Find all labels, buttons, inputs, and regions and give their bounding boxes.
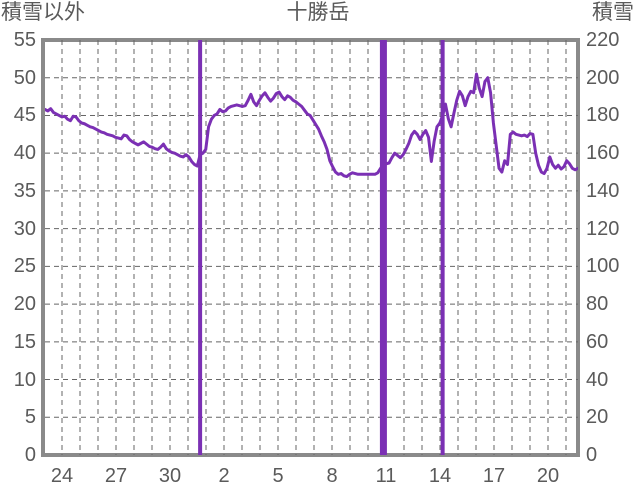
left-axis-tick-10: 10 (13, 368, 36, 391)
right-axis-tick-100: 100 (586, 255, 620, 278)
x-axis-tick-labels: 24 27 30 2 5 8 11 14 17 20 (0, 466, 636, 496)
right-axis-tick-200: 200 (586, 66, 620, 89)
x-axis-tick-2: 30 (158, 465, 182, 487)
left-axis-tick-35: 35 (13, 179, 36, 202)
left-axis-tick-5: 5 (24, 406, 36, 429)
right-axis-tick-160: 160 (586, 142, 620, 165)
missing-data-drop-3 (440, 40, 445, 455)
right-axis-tick-60: 60 (586, 330, 609, 353)
x-axis-tick-5: 8 (326, 465, 338, 487)
right-axis-tick-220: 220 (586, 29, 620, 51)
right-axis-tick-120: 120 (586, 217, 620, 240)
right-axis-tick-0: 0 (586, 444, 598, 466)
left-axis-tick-15: 15 (13, 330, 36, 353)
left-axis-tick-30: 30 (13, 217, 36, 240)
left-axis-tick-25: 25 (13, 255, 36, 278)
right-axis-tick-80: 80 (586, 293, 609, 316)
left-axis-tick-20: 20 (13, 293, 36, 316)
x-axis-tick-4: 5 (272, 465, 284, 487)
missing-data-drop-2 (379, 40, 387, 455)
x-axis-tick-9: 20 (536, 465, 560, 487)
left-axis-unit-label: 積雪以外 (1, 1, 85, 24)
series-line-snow-depth (45, 72, 578, 179)
missing-data-drop-1 (198, 40, 203, 455)
x-axis-tick-0: 24 (50, 465, 74, 487)
left-axis-tick-55: 55 (13, 29, 36, 51)
left-axis-tick-0: 0 (24, 444, 36, 466)
chart-title: 十勝岳 (286, 1, 350, 24)
left-axis-tick-labels: 0 5 10 15 20 25 30 35 40 45 50 55 (0, 0, 36, 501)
right-axis-tick-20: 20 (586, 406, 609, 429)
data-series-line (45, 40, 578, 455)
right-axis-unit-label: 積雪 (592, 1, 634, 24)
x-axis-tick-1: 27 (104, 465, 128, 487)
right-axis-tick-labels: 0 20 40 60 80 100 120 140 160 180 200 220 (586, 0, 636, 501)
left-axis-tick-50: 50 (13, 66, 36, 89)
right-axis-tick-180: 180 (586, 104, 620, 127)
x-axis-tick-8: 17 (482, 465, 506, 487)
right-axis-tick-40: 40 (586, 368, 609, 391)
x-axis-tick-3: 2 (218, 465, 230, 487)
left-axis-tick-40: 40 (13, 142, 36, 165)
right-axis-tick-140: 140 (586, 179, 620, 202)
grid-lines (45, 40, 578, 455)
x-axis-tick-7: 14 (428, 465, 452, 487)
left-axis-tick-45: 45 (13, 104, 36, 127)
plot-area (45, 40, 578, 455)
plot-frame (41, 38, 580, 457)
x-axis-tick-6: 11 (375, 465, 397, 487)
